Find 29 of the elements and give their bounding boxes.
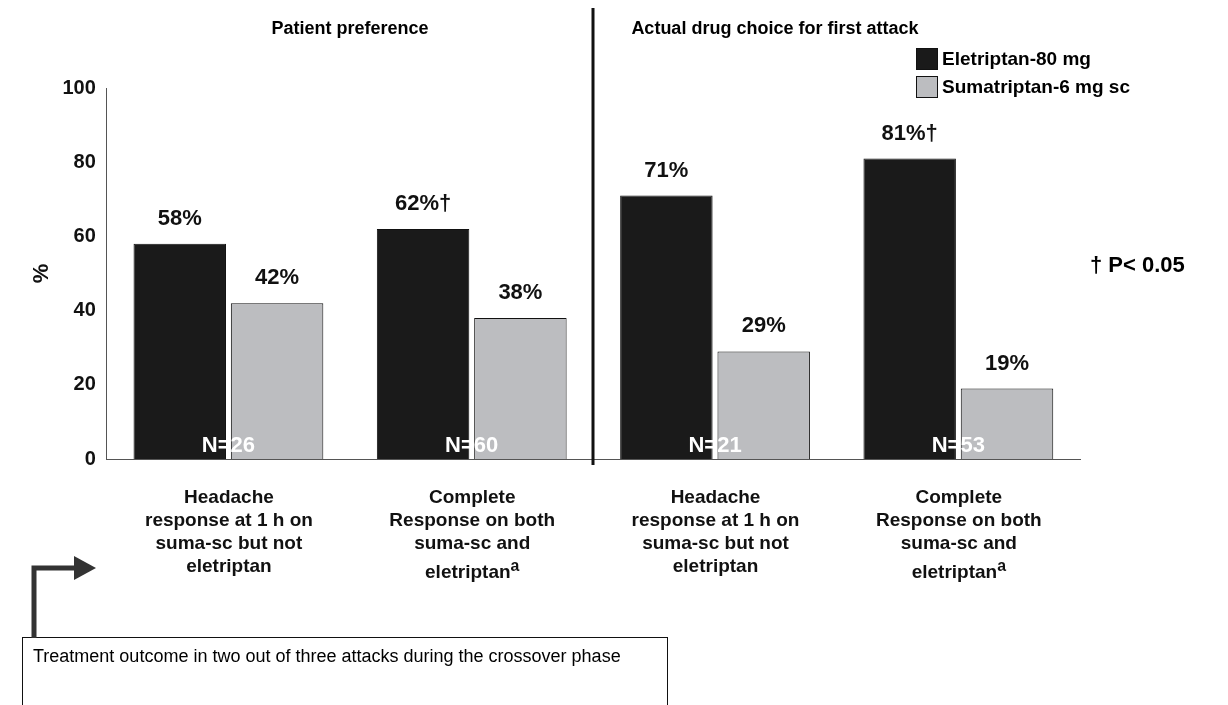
x-tick-label: Headache response at 1 h on suma-sc but not eletriptan (630, 485, 801, 577)
text: † P< 0.05 (1090, 252, 1185, 278)
data-label: 62%† (394, 190, 452, 216)
legend-label: Eletriptan-80 mg (942, 48, 1091, 70)
annotation: N=26 (201, 432, 256, 458)
y-tick-label: 40 (73, 298, 96, 321)
y-tick-label: 20 (73, 372, 96, 395)
legend-label: Sumatriptan-6 mg sc (942, 76, 1130, 98)
data-label: 42% (255, 264, 300, 290)
data-label: 81%† (881, 119, 938, 145)
annotation: N=53 (931, 432, 985, 458)
text: Treatment outcome in two out of three attacks during the crossover phase (22, 637, 668, 705)
y-axis-title: % (28, 263, 54, 284)
text: Patient preference (270, 18, 430, 39)
annotation: N=60 (445, 432, 499, 458)
data-label: 19% (984, 349, 1030, 375)
y-tick-label: 60 (73, 223, 96, 246)
x-tick-label: Complete Response on both suma-sc and eletriptan$^{a}$ (388, 485, 557, 584)
data-label: 38% (498, 279, 543, 305)
data-label: 71% (644, 156, 689, 182)
text: Actual drug choice for first attack (631, 18, 919, 39)
y-tick-label: 0 (84, 446, 96, 469)
x-tick-label: Complete Response on both suma-sc and eletriptan$^{a}$ (874, 485, 1043, 584)
y-tick-label: 100 (62, 75, 96, 98)
data-label: 58% (157, 204, 202, 230)
y-tick-label: 80 (73, 149, 96, 172)
annotation: N=21 (688, 432, 742, 458)
x-tick-label: Headache response at 1 h on suma-sc but not eletriptan (144, 485, 314, 577)
data-label: 29% (741, 312, 786, 338)
